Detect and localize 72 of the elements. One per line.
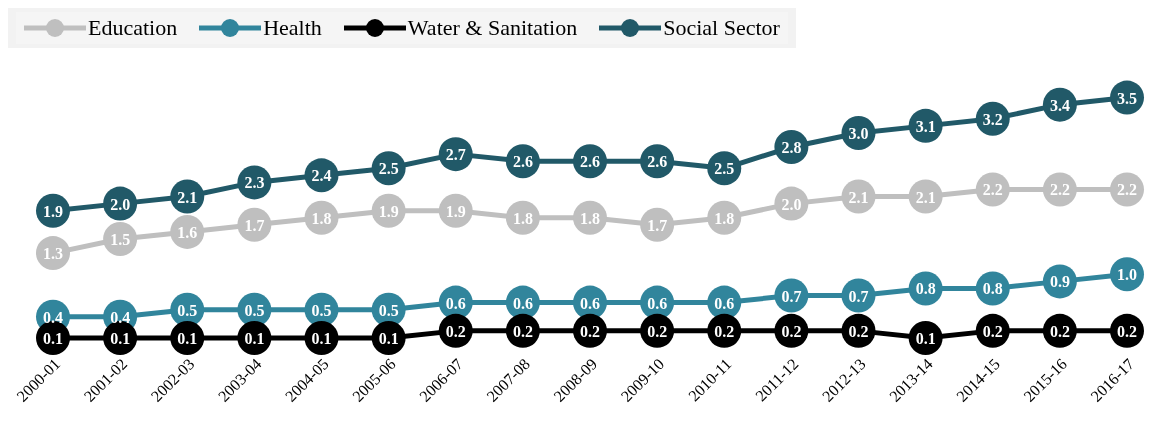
- data-label: 3.5: [1117, 89, 1137, 107]
- legend-label: Health: [263, 15, 322, 41]
- data-label: 0.2: [982, 322, 1003, 340]
- data-label: 0.2: [714, 322, 735, 340]
- data-label: 2.8: [781, 139, 802, 157]
- data-label: 0.1: [915, 329, 936, 347]
- data-label: 1.8: [512, 209, 533, 227]
- data-label: 0.6: [445, 294, 466, 312]
- data-label: 0.6: [647, 294, 668, 312]
- data-label: 2.1: [915, 188, 936, 206]
- data-label: 3.0: [848, 124, 869, 142]
- data-label: 3.2: [982, 110, 1003, 128]
- data-label: 0.1: [311, 329, 332, 347]
- data-label: 0.6: [714, 294, 735, 312]
- data-label: 0.2: [848, 322, 869, 340]
- data-label: 2.1: [848, 188, 869, 206]
- data-label: 0.2: [647, 322, 668, 340]
- data-label: 2.2: [1049, 181, 1070, 199]
- data-label: 1.8: [311, 209, 332, 227]
- data-label: 0.6: [580, 294, 600, 312]
- data-label: 1.8: [714, 209, 735, 227]
- data-label: 1.6: [177, 223, 198, 241]
- data-label: 0.7: [781, 287, 802, 305]
- data-label: 0.2: [1117, 322, 1137, 340]
- data-label: 0.1: [378, 329, 399, 347]
- data-label: 2.0: [110, 195, 131, 213]
- data-label: 0.5: [378, 301, 399, 319]
- data-label: 1.8: [580, 209, 600, 227]
- data-label: 0.2: [781, 322, 802, 340]
- data-label: 0.2: [1049, 322, 1070, 340]
- data-label: 0.4: [110, 308, 131, 326]
- data-label: 2.3: [244, 174, 265, 192]
- data-label: 2.6: [647, 153, 668, 171]
- data-label: 0.1: [43, 329, 63, 347]
- data-label: 1.9: [378, 202, 399, 220]
- legend-label: Water & Sanitation: [407, 15, 578, 41]
- data-label: 1.7: [647, 216, 668, 234]
- data-label: 3.4: [1049, 96, 1070, 114]
- data-label: 1.9: [445, 202, 466, 220]
- data-label: 0.1: [244, 329, 265, 347]
- data-label: 1.7: [244, 216, 265, 234]
- data-label: 0.8: [982, 280, 1003, 298]
- data-label: 2.6: [580, 153, 600, 171]
- data-label: 0.1: [110, 329, 131, 347]
- data-label: 2.2: [1117, 181, 1137, 199]
- data-label: 0.6: [512, 294, 533, 312]
- data-label: 2.2: [982, 181, 1003, 199]
- data-label: 1.5: [110, 230, 131, 248]
- data-label: 2.6: [512, 153, 533, 171]
- data-label: 1.9: [43, 202, 63, 220]
- data-label: 1.0: [1117, 266, 1137, 284]
- data-label: 2.7: [445, 146, 466, 164]
- legend-label: Social Sector: [663, 15, 780, 41]
- data-label: 2.5: [714, 160, 735, 178]
- data-label: 3.1: [915, 117, 936, 135]
- data-label: 0.7: [848, 287, 869, 305]
- data-label: 0.1: [177, 329, 198, 347]
- data-label: 0.5: [177, 301, 198, 319]
- data-label: 2.1: [177, 188, 198, 206]
- data-label: 0.9: [1049, 273, 1070, 291]
- data-label: 2.0: [781, 195, 802, 213]
- legend-label: Education: [88, 15, 178, 41]
- data-label: 0.2: [580, 322, 600, 340]
- data-label: 0.2: [445, 322, 466, 340]
- data-label: 2.4: [311, 167, 332, 185]
- data-label: 0.4: [43, 308, 63, 326]
- data-label: 0.5: [244, 301, 265, 319]
- data-label: 0.5: [311, 301, 332, 319]
- data-label: 2.5: [378, 160, 399, 178]
- data-label: 1.3: [43, 245, 63, 263]
- data-label: 0.8: [915, 280, 936, 298]
- data-label: 0.2: [512, 322, 533, 340]
